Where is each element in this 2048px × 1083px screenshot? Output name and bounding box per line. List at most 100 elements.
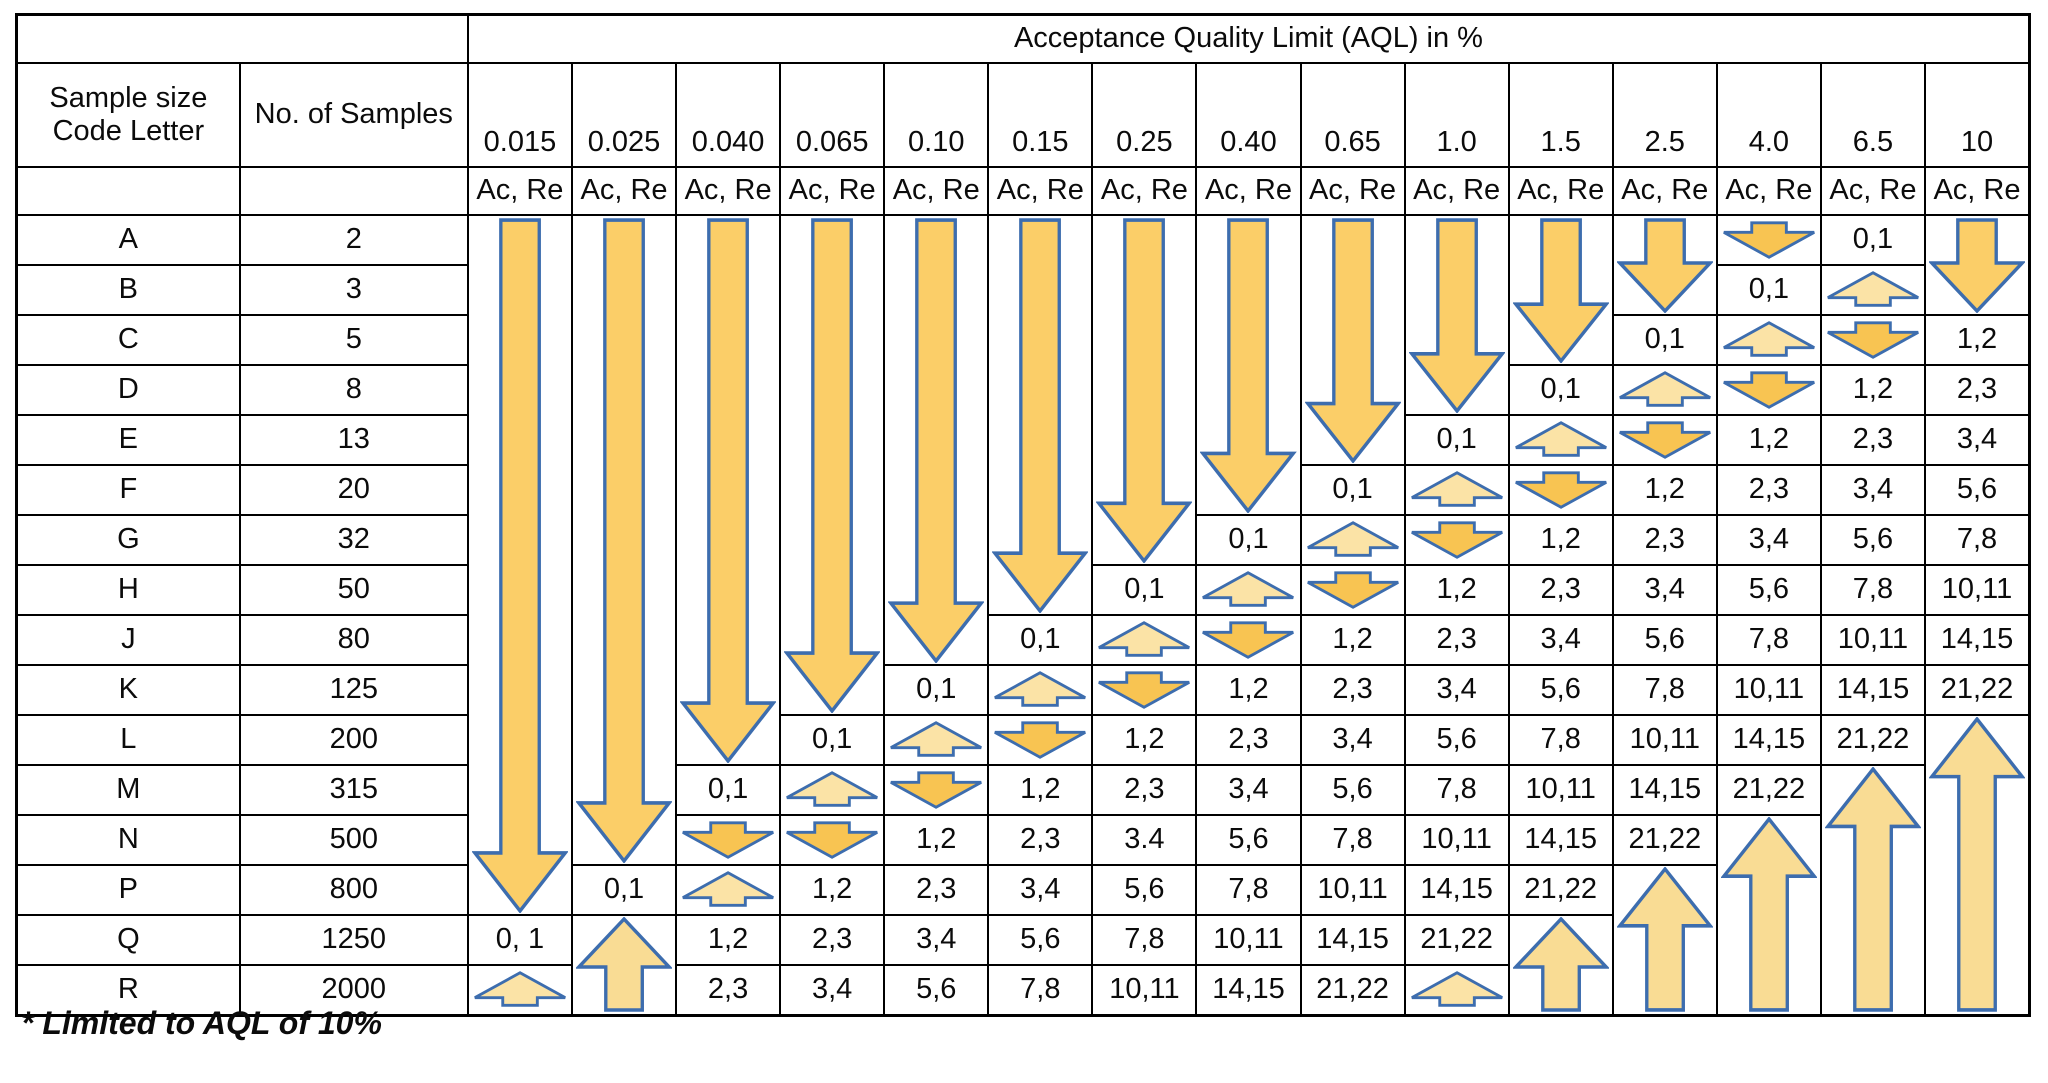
value-cell-L-0.40: 2,3 [1195,714,1302,766]
arrow-cell-B-6.5 [1819,264,1926,316]
value-cell-L-0.65: 3,4 [1299,714,1406,766]
code-letter-cell-H: H [15,564,241,616]
ac-re-label-0.015: Ac, Re [466,166,573,216]
sample-size-cell-L: 200 [238,714,469,766]
arrow-cell-A-0.15 [987,214,1094,616]
long-down-arrow-icon [992,218,1089,613]
long-down-arrow-icon [1512,218,1609,363]
sample-size-cell-H: 50 [238,564,469,616]
sample-size-cell-E: 13 [238,414,469,466]
value-cell-L-2.5: 10,11 [1611,714,1718,766]
code-letter-cell-M: M [15,764,241,816]
value-cell-G-0.40: 0,1 [1195,514,1302,566]
value-cell-N-1.5: 14,15 [1507,814,1614,866]
value-cell-N-0.15: 2,3 [987,814,1094,866]
code-letter-header: Sample size Code Letter [15,62,241,168]
footnote: * Limited to AQL of 10% [21,1005,382,1041]
table-row-D: D 8 0,1 1,2 2,3 [15,364,2031,416]
code-letter-cell-L: L [15,714,241,766]
long-down-arrow-icon [888,218,985,663]
value-cell-Q-0.015: 0, 1 [466,914,573,966]
value-cell-F-2.5: 1,2 [1611,464,1718,516]
up-arrow-icon [890,721,983,757]
arrow-cell-A-0.65 [1299,214,1406,466]
ac-re-label-0.025: Ac, Re [570,166,678,216]
value-cell-F-0.65: 0,1 [1299,464,1406,516]
sample-size-cell-D: 8 [238,364,469,416]
value-cell-L-0.065: 0,1 [779,714,886,766]
aql-column-header-0.65: 0.65 [1299,62,1406,168]
value-cell-H-1.5: 2,3 [1507,564,1614,616]
arrow-shape [1827,271,1919,307]
value-cell-M-2.5: 14,15 [1611,764,1718,816]
arrow-cell-E-2.5 [1611,414,1718,466]
ac-re-label-0.040: Ac, Re [675,166,782,216]
table-row-Q: Q 1250 0, 1 1,2 2,3 3,4 5,6 7,8 10,11 14,15 21,22 [15,914,2030,1017]
value-cell-P-0.15: 3,4 [987,864,1094,916]
blank-cell [15,166,241,216]
ac-re-label-0.40: Ac, Re [1195,166,1302,216]
value-cell-C-10: 1,2 [1923,314,2031,366]
arrow-shape [1618,421,1711,459]
value-cell-R-0.15: 7,8 [987,964,1094,1017]
value-cell-H-6.5: 7,8 [1819,564,1926,616]
arrow-cell-A-0.065 [779,214,886,716]
sample-size-cell-K: 125 [238,664,469,716]
arrow-cell-A-0.40 [1195,214,1302,516]
arrow-shape [786,821,879,859]
arrow-cell-P-2.5 [1611,864,1718,1017]
arrow-cell-C-6.5 [1819,314,1926,366]
ac-re-label-1.0: Ac, Re [1403,166,1510,216]
value-cell-G-2.5: 2,3 [1611,514,1718,566]
arrow-shape [784,218,881,713]
value-cell-K-0.10: 0,1 [883,664,990,716]
aql-column-header-0.025: 0.025 [570,62,678,168]
sample-size-cell-G: 32 [238,514,469,566]
code-letter-cell-B: B [15,264,241,316]
tall-up-arrow-icon [575,917,673,1012]
sample-size-cell-J: 80 [238,614,469,666]
ac-re-label-2.5: Ac, Re [1611,166,1718,216]
arrow-shape [1514,471,1607,509]
value-cell-H-2.5: 3,4 [1611,564,1718,616]
value-cell-C-2.5: 0,1 [1611,314,1718,366]
value-cell-L-1.5: 7,8 [1507,714,1614,766]
arrow-shape [1306,521,1399,557]
value-cell-K-0.65: 2,3 [1299,664,1406,716]
value-cell-J-1.0: 2,3 [1403,614,1510,666]
arrow-shape [1720,817,1817,1012]
ac-re-row: Ac, Re Ac, Re Ac, Re Ac, Re Ac, Re Ac, Re Ac, … [15,166,2031,216]
value-cell-A-6.5: 0,1 [1819,214,1926,266]
long-down-arrow-icon [575,218,673,863]
arrow-shape [1514,421,1607,457]
arrow-cell-H-0.40 [1195,564,1302,616]
up-arrow-icon [1827,271,1919,307]
arrow-cell-E-1.5 [1507,414,1614,466]
long-down-arrow-icon [1408,218,1505,413]
arrow-cell-R-1.0 [1403,964,1510,1017]
aql-column-header-10: 10 [1923,62,2031,168]
sample-size-cell-Q: 1250 [238,914,469,966]
value-cell-H-0.25: 0,1 [1091,564,1198,616]
value-cell-Q-0.10: 3,4 [883,914,990,966]
arrow-cell-A-0.10 [883,214,990,666]
value-cell-K-10: 21,22 [1923,664,2031,716]
arrow-shape [1410,521,1503,559]
num-samples-header: No. of Samples [238,62,469,168]
value-cell-M-4.0: 21,22 [1715,764,1822,816]
sample-size-cell-A: 2 [238,214,469,266]
code-letter-cell-F: F [15,464,241,516]
value-cell-E-4.0: 1,2 [1715,414,1822,466]
ac-re-label-0.65: Ac, Re [1299,166,1406,216]
arrow-shape [1098,621,1191,657]
arrow-cell-A-0.25 [1091,214,1198,566]
arrow-cell-A-2.5 [1611,214,1718,316]
aql-master-table: Acceptance Quality Limit (AQL) in % Samp… [15,13,2031,1017]
arrow-shape [1928,218,2025,313]
arrow-shape [786,771,879,807]
code-letter-cell-G: G [15,514,241,566]
up-arrow-icon [682,871,774,907]
long-down-arrow-icon [680,218,777,763]
value-cell-L-6.5: 21,22 [1819,714,1926,766]
down-arrow-icon [1410,521,1503,559]
